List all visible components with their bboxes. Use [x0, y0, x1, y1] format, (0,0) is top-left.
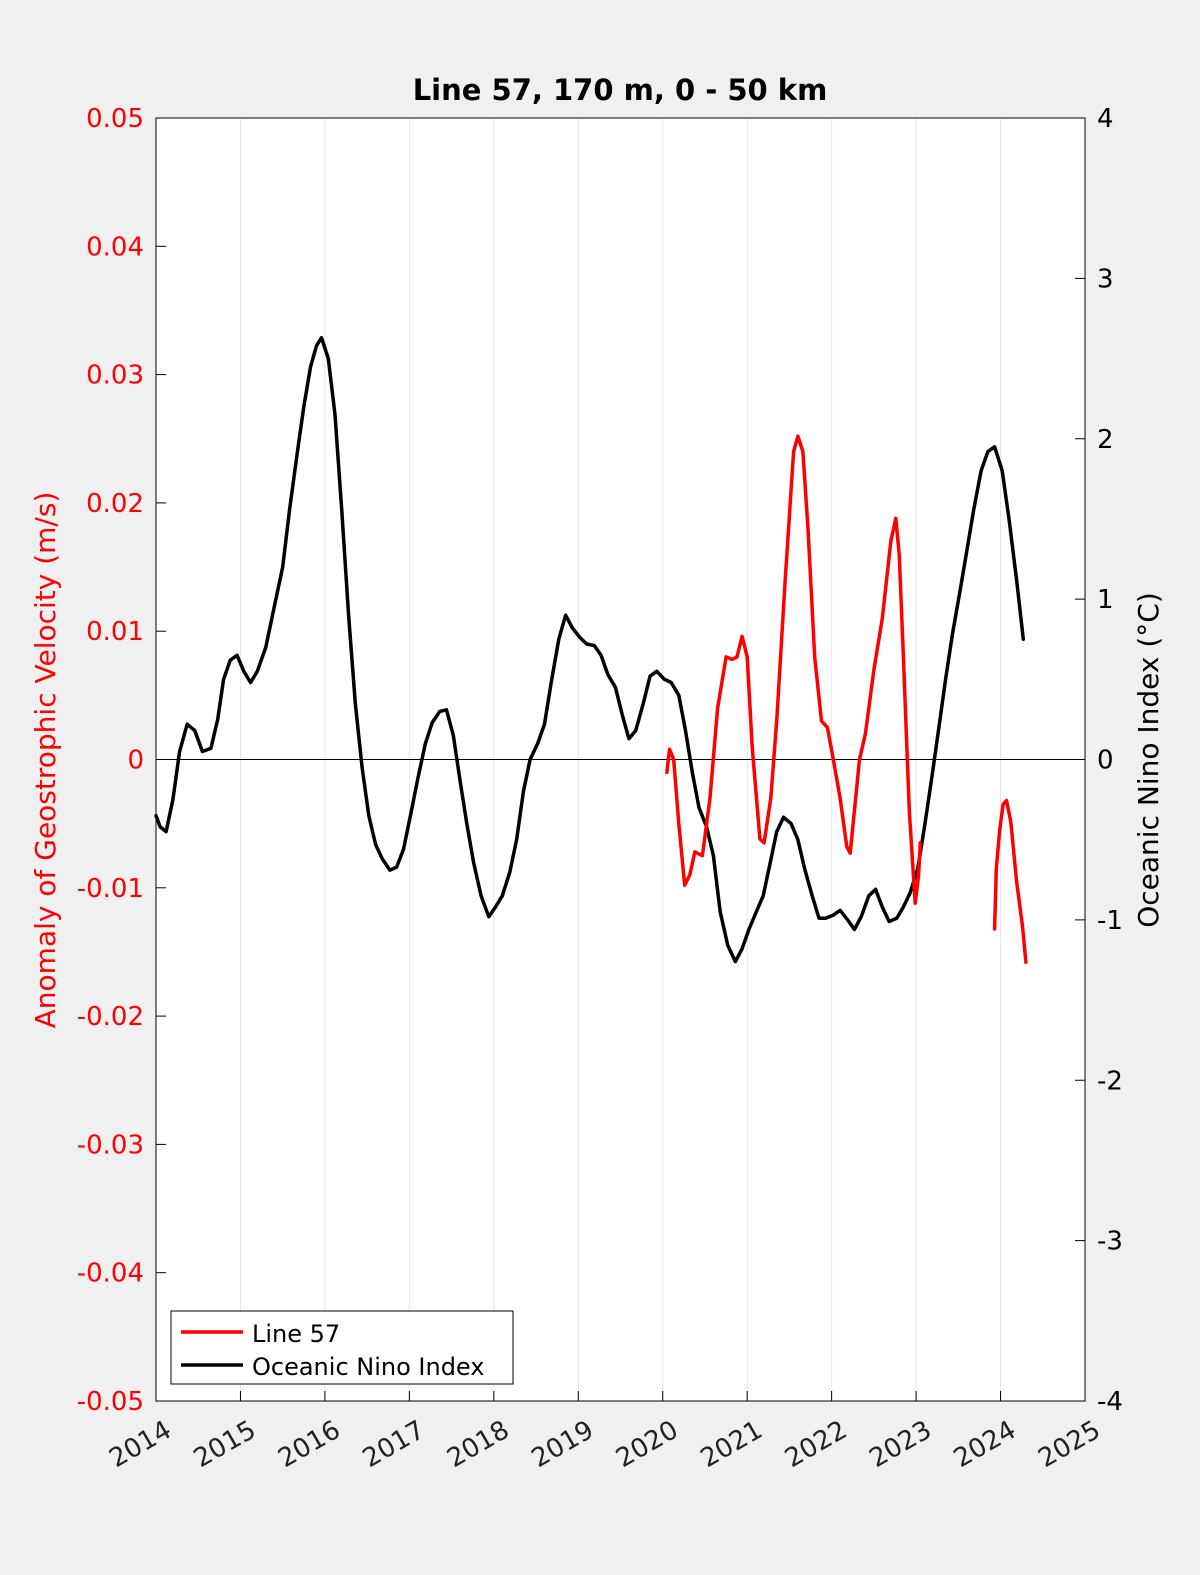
y-right-tick-label: -1 [1097, 906, 1123, 936]
series-oni-line [154, 335, 1026, 964]
series-line57-line [665, 434, 923, 905]
y-left-tick-label: -0.01 [77, 874, 144, 904]
y-axis-right-label: Oceanic Nino Index (°C) [1132, 592, 1165, 928]
y-right-tick-label: 4 [1097, 104, 1114, 134]
y-left-tick-label: 0.04 [86, 232, 144, 262]
y-left-tick-label: 0.05 [86, 104, 144, 134]
legend-label-oni: Oceanic Nino Index [252, 1353, 484, 1381]
y-left-tick-label: -0.03 [77, 1130, 144, 1160]
chart-title: Line 57, 170 m, 0 - 50 km [413, 73, 828, 107]
y-right-tick-label: -3 [1097, 1227, 1123, 1257]
legend: Line 57 Oceanic Nino Index [170, 1310, 514, 1385]
y-left-tick-label: 0.01 [86, 617, 144, 647]
y-left-tick-label: -0.04 [77, 1259, 144, 1289]
y-left-tick-label: 0.02 [86, 489, 144, 519]
y-right-tick-label: -2 [1097, 1066, 1123, 1096]
y-right-tick-label: -4 [1097, 1387, 1123, 1417]
series-layer [154, 335, 1028, 964]
legend-box [170, 1310, 514, 1385]
y-right-tick-label: 2 [1097, 425, 1114, 455]
y-right-tick-label: 1 [1097, 585, 1114, 615]
series-line57-line [992, 798, 1028, 964]
legend-label-line57: Line 57 [252, 1320, 340, 1348]
y-left-tick-label: 0.03 [86, 361, 144, 391]
right-axis: 4 3 2 1 0 -1 -2 -3 -4 [1075, 104, 1123, 1417]
left-axis: 0.05 0.04 0.03 0.02 0.01 0 -0.01 -0.02 -0.03 -0.0… [77, 104, 166, 1417]
y-right-tick-label: 0 [1097, 746, 1114, 776]
y-left-tick-label: 0 [127, 746, 144, 776]
y-left-tick-label: -0.02 [77, 1002, 144, 1032]
y-axis-left-label: Anomaly of Geostrophic Velocity (m/s) [29, 492, 62, 1029]
y-left-tick-label: -0.05 [77, 1387, 144, 1417]
y-right-tick-label: 3 [1097, 264, 1114, 294]
